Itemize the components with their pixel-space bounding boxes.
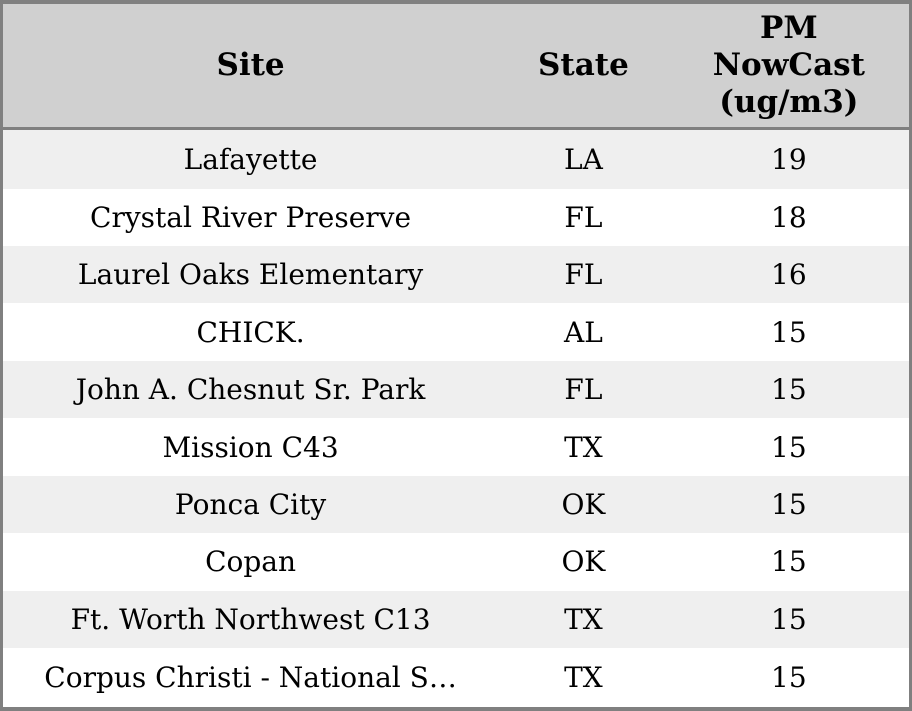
site-cell: John A. Chesnut Sr. Park bbox=[1, 360, 499, 419]
table-row: Copan OK 15 bbox=[1, 533, 911, 591]
state-cell: FL bbox=[498, 360, 669, 419]
table-row: John A. Chesnut Sr. Park FL 15 bbox=[1, 360, 911, 419]
pm-nowcast-cell: 15 bbox=[668, 418, 911, 476]
state-cell: AL bbox=[498, 303, 669, 361]
pm-nowcast-cell: 15 bbox=[668, 648, 911, 709]
pm-nowcast-cell: 15 bbox=[668, 590, 911, 649]
table-body: Lafayette LA 19 Crystal River Preserve F… bbox=[1, 128, 911, 709]
site-cell: Ft. Worth Northwest C13 bbox=[1, 590, 499, 649]
state-cell: TX bbox=[498, 648, 669, 709]
site-cell: Crystal River Preserve bbox=[1, 188, 499, 246]
pm-nowcast-cell: 19 bbox=[668, 128, 911, 189]
pm-nowcast-cell: 15 bbox=[668, 303, 911, 361]
table-row: Lafayette LA 19 bbox=[1, 128, 911, 189]
site-cell: Lafayette bbox=[1, 128, 499, 189]
header-row: Site State PM NowCast (ug/m3) bbox=[1, 2, 911, 130]
state-cell: OK bbox=[498, 475, 669, 534]
pm-nowcast-cell: 15 bbox=[668, 475, 911, 534]
pm-nowcast-cell: 15 bbox=[668, 533, 911, 591]
site-cell: CHICK. bbox=[1, 303, 499, 361]
column-header-pm-nowcast: PM NowCast (ug/m3) bbox=[668, 2, 911, 130]
site-cell: Mission C43 bbox=[1, 418, 499, 476]
state-cell: TX bbox=[498, 418, 669, 476]
site-cell: Ponca City bbox=[1, 475, 499, 534]
state-cell: TX bbox=[498, 590, 669, 649]
state-cell: OK bbox=[498, 533, 669, 591]
pm-nowcast-cell: 16 bbox=[668, 245, 911, 304]
site-cell: Copan bbox=[1, 533, 499, 591]
state-cell: FL bbox=[498, 188, 669, 246]
table-row: Ft. Worth Northwest C13 TX 15 bbox=[1, 590, 911, 649]
state-cell: LA bbox=[498, 128, 669, 189]
state-cell: FL bbox=[498, 245, 669, 304]
table-row: Mission C43 TX 15 bbox=[1, 418, 911, 476]
pm-nowcast-cell: 18 bbox=[668, 188, 911, 246]
table-row: Corpus Christi - National S… TX 15 bbox=[1, 648, 911, 709]
table-row: Laurel Oaks Elementary FL 16 bbox=[1, 245, 911, 304]
column-header-state: State bbox=[498, 2, 669, 130]
site-cell: Laurel Oaks Elementary bbox=[1, 245, 499, 304]
table-row: Ponca City OK 15 bbox=[1, 475, 911, 534]
table-row: CHICK. AL 15 bbox=[1, 303, 911, 361]
column-header-site: Site bbox=[1, 2, 499, 130]
pm-nowcast-cell: 15 bbox=[668, 360, 911, 419]
site-cell: Corpus Christi - National S… bbox=[1, 648, 499, 709]
table-row: Crystal River Preserve FL 18 bbox=[1, 188, 911, 246]
